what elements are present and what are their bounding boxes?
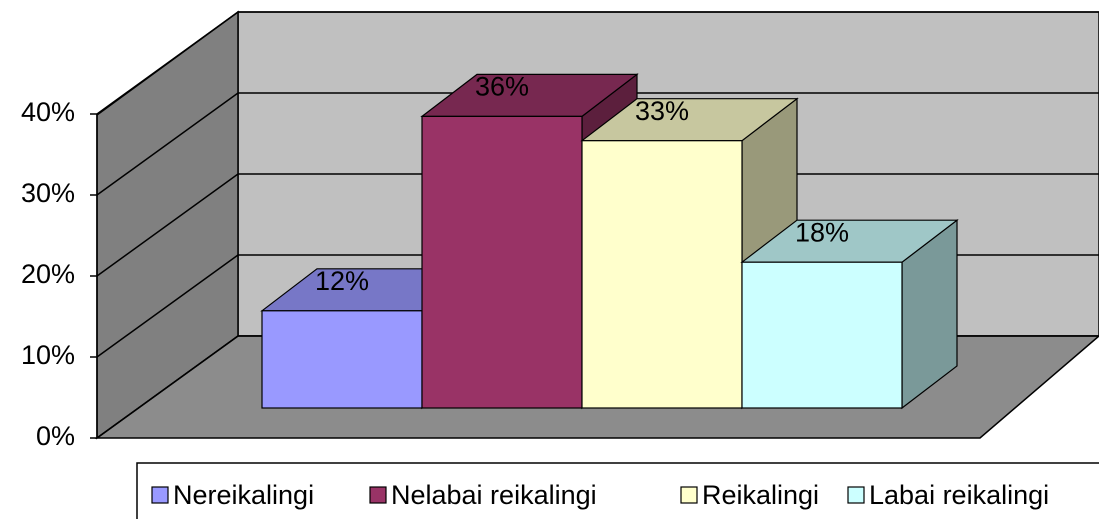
data-label: 12% bbox=[315, 266, 369, 296]
legend-box bbox=[136, 462, 1099, 519]
y-tick-label: 40% bbox=[21, 97, 75, 127]
bar bbox=[421, 115, 583, 409]
legend-swatch bbox=[847, 486, 865, 504]
data-label: 18% bbox=[795, 217, 849, 247]
y-tick-label: 30% bbox=[21, 178, 75, 208]
legend-label: Labai reikalingi bbox=[869, 480, 1049, 510]
legend-swatch bbox=[680, 486, 698, 504]
y-tick-label: 20% bbox=[21, 259, 75, 289]
data-label: 36% bbox=[475, 72, 529, 102]
legend-label: Nelabai reikalingi bbox=[391, 480, 597, 510]
bar bbox=[261, 310, 423, 409]
data-label: 33% bbox=[635, 96, 689, 126]
grid-line bbox=[96, 11, 1099, 115]
legend-label: Reikalingi bbox=[702, 480, 819, 510]
y-tick-label: 10% bbox=[21, 340, 75, 370]
grid-line bbox=[96, 173, 1099, 277]
legend-label: Nereikalingi bbox=[173, 480, 314, 510]
y-tick-label: 0% bbox=[36, 421, 75, 451]
bar bbox=[741, 261, 903, 409]
grid-line bbox=[96, 92, 1099, 196]
bar bbox=[581, 140, 743, 409]
legend-swatch bbox=[369, 486, 387, 504]
legend-swatch bbox=[151, 486, 169, 504]
